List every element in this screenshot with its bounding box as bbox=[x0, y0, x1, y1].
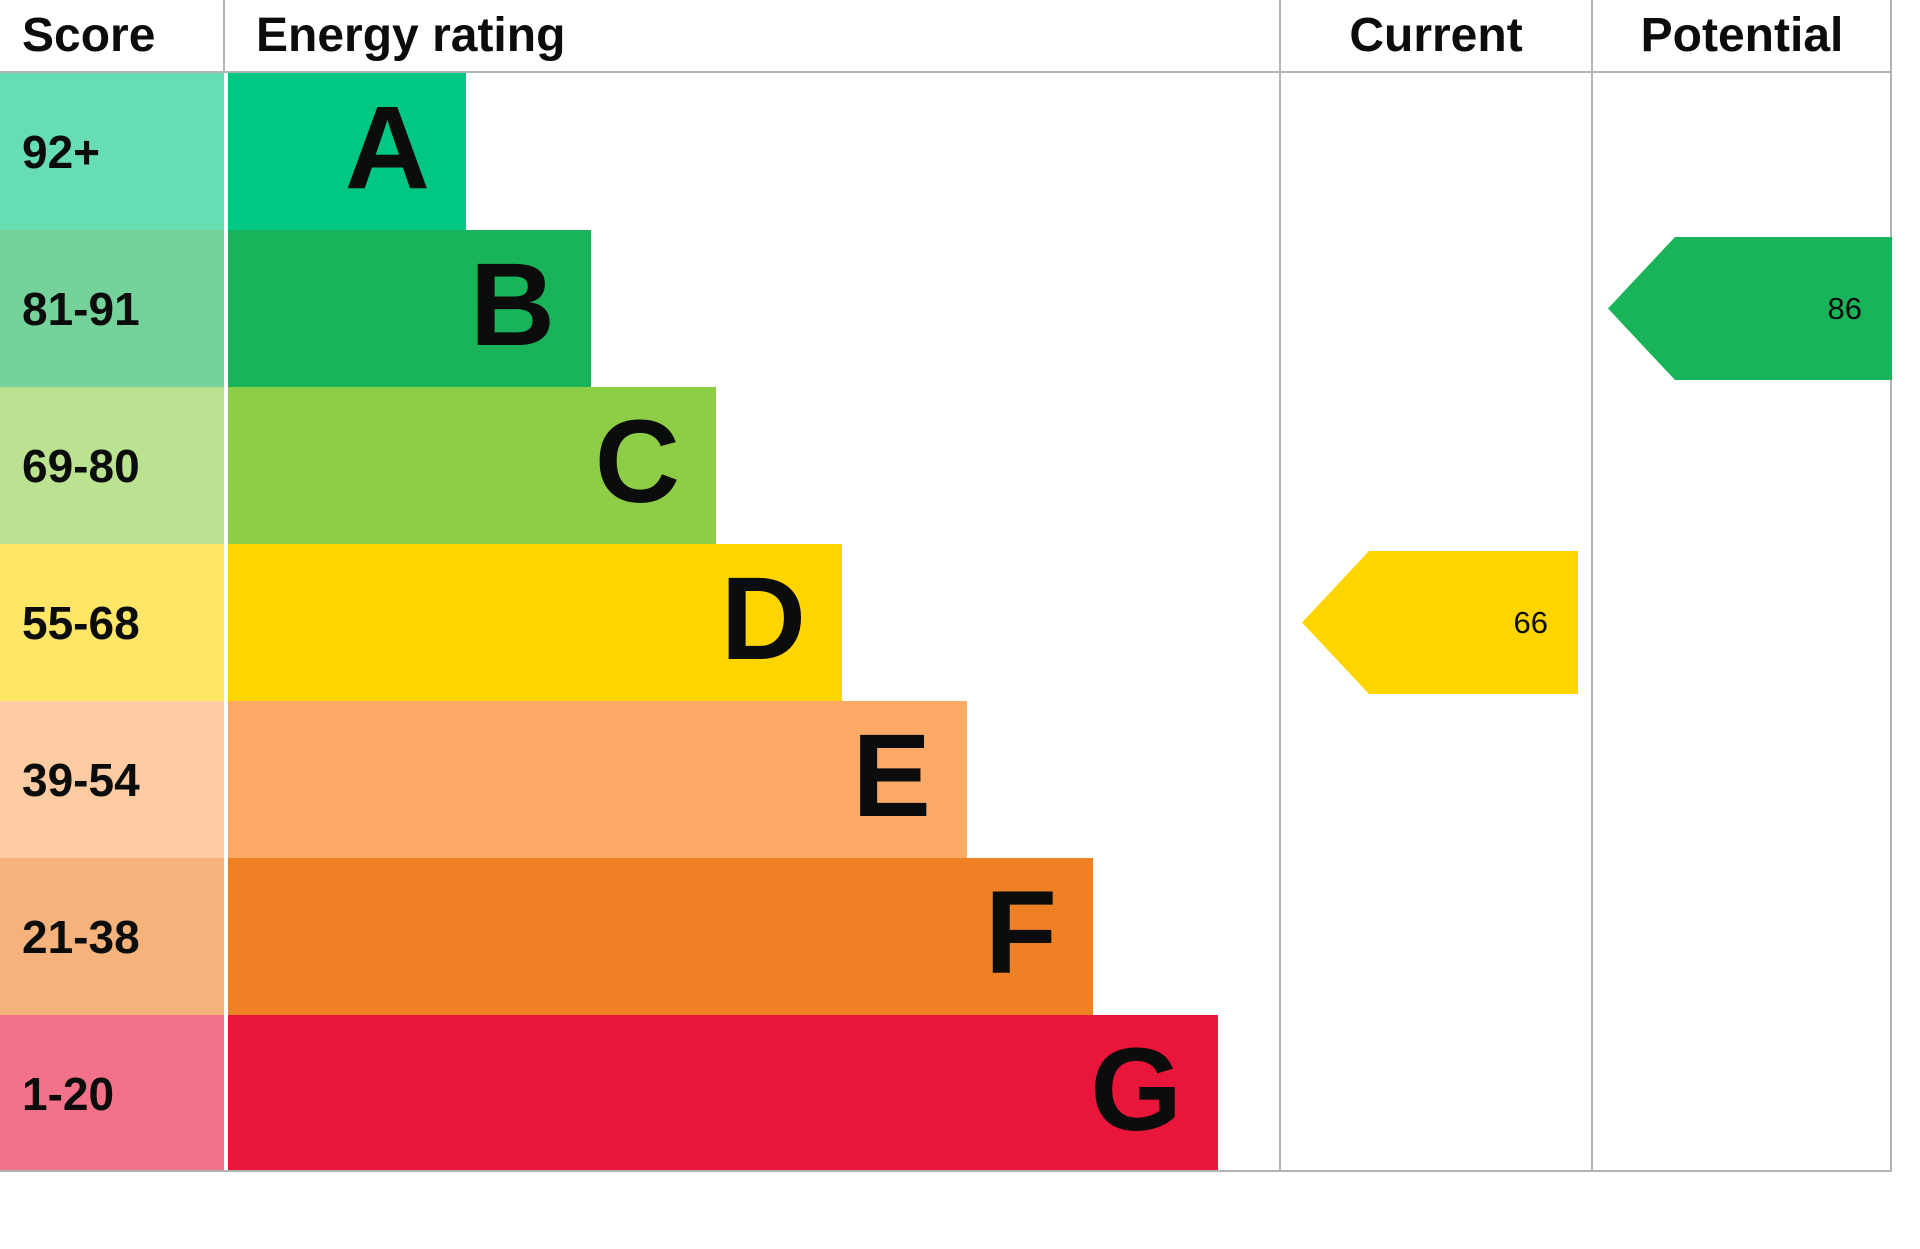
band-bar-a: A bbox=[228, 73, 466, 230]
band-row-b: 81-91 B bbox=[0, 230, 1280, 387]
header-divider-line bbox=[223, 0, 225, 71]
band-row-d: 55-68 D bbox=[0, 544, 1280, 701]
current-column-header: Current bbox=[1349, 9, 1523, 62]
band-bar-b: B bbox=[228, 230, 591, 387]
band-score-range: 69-80 bbox=[0, 387, 224, 544]
band-letter: F bbox=[984, 866, 1057, 999]
potential-rating-arrow: 86 bbox=[1608, 237, 1892, 380]
band-row-g: 1-20 G bbox=[0, 1015, 1280, 1172]
potential-column-left-divider bbox=[1591, 0, 1593, 1172]
header-underline bbox=[0, 71, 1892, 73]
band-row-c: 69-80 C bbox=[0, 387, 1280, 544]
potential-column-header: Potential bbox=[1640, 9, 1844, 62]
chart-bottom-border bbox=[0, 1170, 1892, 1172]
band-row-a: 92+ A bbox=[0, 73, 1280, 230]
current-column-left-divider bbox=[1279, 0, 1281, 1172]
band-letter: C bbox=[594, 395, 680, 528]
band-letter: D bbox=[720, 552, 806, 685]
band-bar-g: G bbox=[228, 1015, 1218, 1172]
band-score-range: 92+ bbox=[0, 73, 224, 230]
band-row-f: 21-38 F bbox=[0, 858, 1280, 1015]
band-letter: B bbox=[469, 238, 555, 371]
band-bar-e: E bbox=[228, 701, 967, 858]
band-score-range: 39-54 bbox=[0, 701, 224, 858]
band-bar-c: C bbox=[228, 387, 716, 544]
band-bar-f: F bbox=[228, 858, 1093, 1015]
band-score-range: 55-68 bbox=[0, 544, 224, 701]
band-score-range: 1-20 bbox=[0, 1015, 224, 1172]
current-rating-arrow: 66 bbox=[1302, 551, 1578, 694]
band-score-range: 21-38 bbox=[0, 858, 224, 1015]
energy-rating-column-header: Energy rating bbox=[256, 9, 566, 62]
band-row-e: 39-54 E bbox=[0, 701, 1280, 858]
potential-column-right-divider bbox=[1890, 0, 1892, 1172]
band-bar-d: D bbox=[228, 544, 842, 701]
band-letter: A bbox=[344, 81, 430, 214]
band-letter: E bbox=[852, 709, 931, 842]
band-score-range: 81-91 bbox=[0, 230, 224, 387]
current-rating-value: 66 bbox=[1513, 604, 1548, 640]
potential-rating-value: 86 bbox=[1827, 290, 1862, 326]
band-letter: G bbox=[1090, 1023, 1182, 1156]
score-column-header: Score bbox=[22, 9, 156, 62]
